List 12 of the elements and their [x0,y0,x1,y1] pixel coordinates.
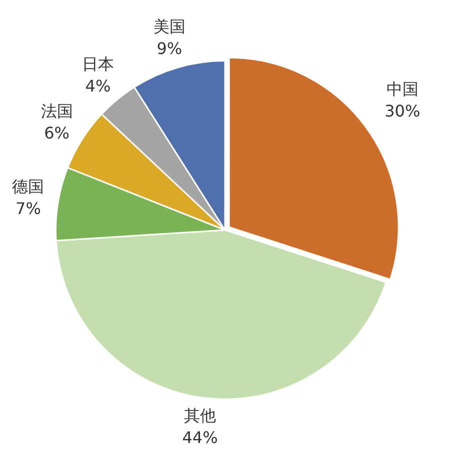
data-label: 9% [156,38,182,58]
data-label: 44% [182,428,218,447]
data-label: 4% [85,76,111,96]
data-label: 6% [44,123,70,142]
slice-label: 美国 [153,16,186,36]
slice-label: 中国 [386,79,418,98]
data-label: 30% [384,101,420,120]
data-label: 7% [16,198,41,218]
slice-label: 德国 [12,176,44,196]
slice-label: 其他 [184,406,216,425]
slice-label: 日本 [82,54,114,74]
slice-label: 法国 [40,101,73,120]
